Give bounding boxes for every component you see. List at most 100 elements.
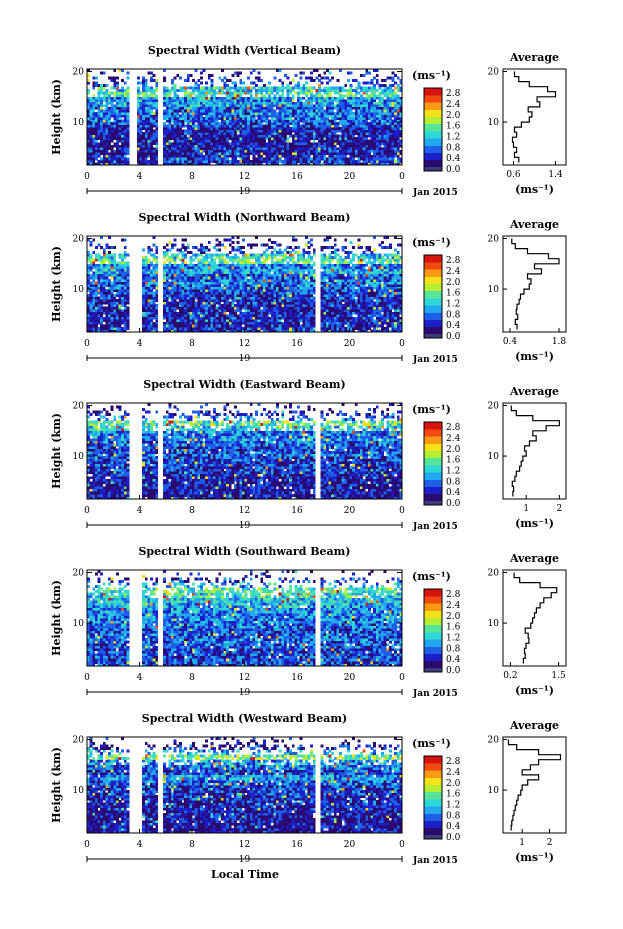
- heatmap-cell: [249, 101, 253, 105]
- heatmap-cell: [396, 159, 400, 163]
- heatmap-cell: [144, 104, 148, 108]
- heatmap-cell: [320, 96, 324, 100]
- heatmap-cell: [102, 261, 106, 265]
- heatmap-cell: [168, 132, 172, 135]
- heatmap-cell: [388, 144, 392, 148]
- heatmap-cell: [102, 152, 106, 156]
- heatmap-cell: [165, 311, 169, 315]
- heatmap-cell: [171, 294, 174, 297]
- heatmap-cell: [100, 319, 104, 323]
- heatmap-cell: [100, 71, 104, 75]
- heatmap-cell: [226, 96, 230, 100]
- heatmap-cell: [339, 96, 342, 100]
- heatmap-cell: [126, 294, 130, 297]
- heatmap-cell: [213, 273, 216, 277]
- heatmap-cell: [383, 152, 387, 156]
- heatmap-cell: [260, 119, 264, 123]
- heatmap-cell: [391, 79, 395, 82]
- heatmap-cell: [218, 96, 222, 100]
- heatmap-cell: [352, 124, 356, 128]
- heatmap-cell: [87, 144, 90, 148]
- heatmap-cell: [247, 139, 251, 143]
- heatmap-cell: [383, 129, 387, 133]
- heatmap-cell: [365, 132, 369, 135]
- heatmap-cell: [349, 84, 353, 87]
- heatmap-cell: [163, 278, 167, 282]
- heatmap-cell: [126, 268, 130, 272]
- heatmap-cell: [218, 268, 222, 272]
- heatmap-cell: [220, 91, 224, 95]
- heatmap-cell: [173, 268, 177, 272]
- heatmap-cell: [194, 306, 198, 310]
- heatmap-cell: [197, 329, 201, 333]
- heatmap-cell: [186, 291, 190, 295]
- heatmap-cell: [328, 129, 332, 133]
- heatmap-cell: [223, 111, 227, 115]
- heatmap-cell: [304, 127, 308, 130]
- heatmap-cell: [144, 311, 148, 315]
- heatmap-cell: [239, 91, 243, 95]
- heatmap-cell: [155, 304, 159, 308]
- heatmap-cell: [173, 99, 177, 103]
- heatmap-cell: [370, 144, 374, 148]
- heatmap-cell: [294, 119, 298, 123]
- heatmap-cell: [126, 314, 130, 318]
- heatmap-cell: [360, 94, 363, 98]
- heatmap-cell: [297, 99, 300, 103]
- heatmap-cell: [97, 149, 101, 153]
- heatmap-cell: [328, 96, 332, 100]
- heatmap-cell: [394, 101, 398, 105]
- heatmap-cell: [100, 129, 104, 133]
- heatmap-cell: [210, 271, 214, 275]
- heatmap-cell: [123, 296, 127, 300]
- heatmap-cell: [286, 84, 290, 87]
- heatmap-cell: [123, 119, 127, 123]
- heatmap-cell: [110, 86, 114, 90]
- heatmap-cell: [294, 134, 298, 138]
- heatmap-cell: [323, 159, 327, 163]
- heatmap-cell: [126, 99, 130, 103]
- heatmap-cell: [115, 132, 119, 135]
- heatmap-cell: [144, 263, 148, 267]
- heatmap-cell: [388, 129, 392, 133]
- heatmap-cell: [349, 142, 353, 146]
- heatmap-cell: [171, 263, 174, 267]
- heatmap-cell: [139, 154, 143, 158]
- heatmap-cell: [178, 109, 182, 113]
- heatmap-cell: [386, 114, 390, 118]
- heatmap-cell: [205, 296, 209, 300]
- heatmap-cell: [173, 149, 177, 153]
- heatmap-cell: [100, 96, 104, 100]
- heatmap-cell: [87, 299, 90, 302]
- heatmap-cell: [215, 124, 219, 128]
- heatmap-cell: [92, 306, 96, 310]
- heatmap-cell: [234, 162, 237, 166]
- heatmap-cell: [226, 152, 230, 156]
- heatmap-cell: [320, 149, 324, 153]
- heatmap-cell: [152, 273, 156, 277]
- heatmap-cell: [171, 119, 174, 123]
- heatmap-cell: [142, 149, 146, 153]
- heatmap-cell: [210, 263, 214, 267]
- heatmap-cell: [244, 134, 248, 138]
- heatmap-cell: [273, 111, 277, 115]
- heatmap-cell: [294, 162, 298, 166]
- heatmap-cell: [381, 111, 384, 115]
- heatmap-cell: [165, 89, 169, 93]
- heatmap-cell: [110, 296, 114, 300]
- heatmap-cell: [234, 127, 237, 130]
- heatmap-cell: [262, 89, 266, 93]
- heatmap-cell: [186, 326, 190, 330]
- heatmap-cell: [283, 149, 287, 153]
- heatmap-cell: [344, 149, 348, 153]
- heatmap-cell: [318, 154, 321, 158]
- heatmap-cell: [113, 104, 117, 108]
- heatmap-cell: [352, 119, 356, 123]
- heatmap-cell: [297, 129, 300, 133]
- heatmap-cell: [297, 94, 300, 98]
- heatmap-cell: [202, 256, 206, 260]
- heatmap-cell: [289, 81, 293, 85]
- heatmap-cell: [220, 152, 224, 156]
- heatmap-cell: [231, 149, 235, 153]
- heatmap-cell: [381, 142, 384, 146]
